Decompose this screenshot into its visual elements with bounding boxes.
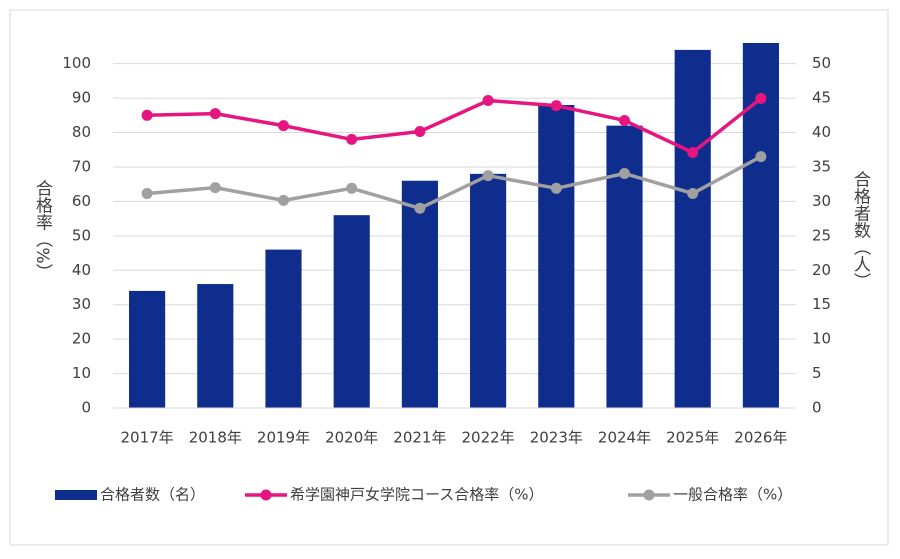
- point: [687, 147, 699, 158]
- point: [482, 170, 494, 182]
- y2-tick-label: 5: [812, 364, 822, 382]
- point: [755, 151, 767, 163]
- chart-border: [9, 9, 889, 546]
- point: [619, 114, 630, 126]
- legend-label: 一般合格率（%）: [673, 486, 792, 504]
- point: [346, 133, 358, 145]
- x-tick-label: 2024年: [598, 429, 651, 447]
- y2-tick-label: 40: [812, 123, 831, 141]
- bar: [401, 180, 438, 408]
- y2-tick-label: 10: [812, 330, 831, 348]
- x-tick-label: 2026年: [734, 429, 787, 447]
- x-tick-label: 2018年: [189, 429, 242, 447]
- x-tick-label: 2021年: [393, 429, 446, 447]
- y2-tick-label: 50: [812, 54, 831, 72]
- bar: [197, 284, 234, 408]
- y2-axis-title: 合格者数（人）: [850, 170, 871, 289]
- point: [414, 125, 426, 137]
- y-tick-label: 20: [72, 330, 91, 348]
- point: [482, 95, 494, 107]
- y2-tick-label: 25: [812, 226, 831, 244]
- y2-tick-label: 0: [812, 399, 822, 417]
- x-tick-label: 2017年: [121, 429, 174, 447]
- y-tick-label: 60: [72, 192, 91, 210]
- point: [141, 187, 153, 199]
- x-tick-label: 2025年: [666, 429, 719, 447]
- point: [278, 120, 289, 132]
- line: [147, 97, 762, 155]
- point: [414, 202, 426, 214]
- y-axis-title: 合格率（%）: [32, 179, 53, 280]
- point: [550, 100, 562, 112]
- bar: [470, 173, 507, 408]
- y2-tick-label: 45: [812, 89, 831, 107]
- y2-tick-label: 15: [812, 295, 831, 313]
- point: [209, 182, 221, 194]
- point: [278, 194, 289, 206]
- x-tick-label: 2022年: [462, 429, 515, 447]
- legend-label: 希学園神戸女学院コース合格率（%）: [290, 486, 544, 504]
- legend-swatch: [260, 489, 272, 501]
- bar: [674, 49, 711, 409]
- bar: [538, 104, 575, 408]
- point: [755, 92, 767, 104]
- y-tick-label: 40: [72, 261, 91, 279]
- y-tick-label: 50: [72, 226, 91, 244]
- point: [550, 182, 562, 194]
- bar: [265, 249, 302, 408]
- bar: [606, 125, 643, 408]
- point: [141, 109, 153, 121]
- y-tick-label: 70: [72, 157, 91, 175]
- x-tick-label: 2023年: [530, 429, 583, 447]
- legend-swatch: [55, 490, 97, 500]
- point: [687, 187, 699, 199]
- bar: [129, 290, 166, 408]
- y2-tick-label: 30: [812, 192, 831, 210]
- point: [619, 168, 630, 180]
- y-tick-label: 100: [62, 54, 91, 72]
- x-tick-label: 2019年: [257, 429, 310, 447]
- y2-tick-label: 35: [812, 157, 831, 175]
- line: [146, 155, 762, 211]
- point: [346, 182, 358, 194]
- y-tick-label: 0: [81, 399, 91, 417]
- legend-label: 合格者数（名）: [100, 486, 205, 504]
- bar: [333, 215, 370, 408]
- y-tick-label: 80: [72, 123, 91, 141]
- y-tick-label: 90: [72, 89, 91, 107]
- legend-swatch: [643, 489, 655, 501]
- point: [209, 108, 221, 120]
- y2-tick-label: 20: [812, 261, 831, 279]
- x-tick-label: 2020年: [325, 429, 378, 447]
- y-tick-label: 30: [72, 295, 91, 313]
- y-tick-label: 10: [72, 364, 91, 382]
